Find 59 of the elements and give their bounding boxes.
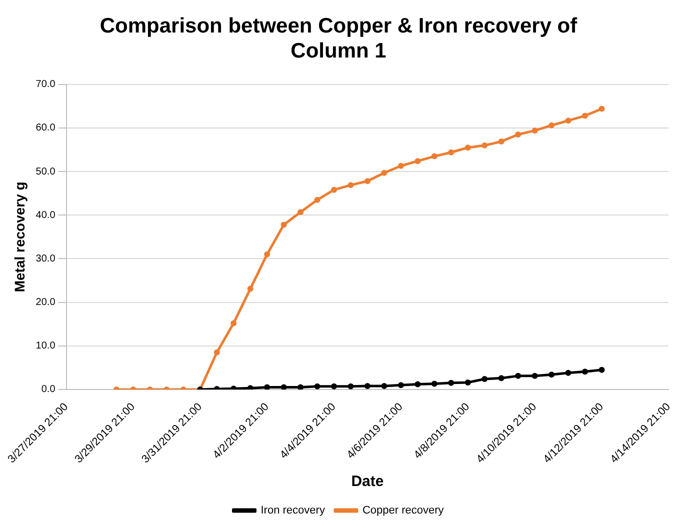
point [482, 142, 488, 148]
point [331, 186, 337, 193]
point [348, 182, 354, 188]
point [264, 251, 270, 258]
point [314, 196, 320, 203]
point [448, 149, 454, 156]
point [364, 382, 370, 389]
point [298, 384, 304, 390]
point [448, 380, 454, 386]
point [414, 158, 421, 164]
point [280, 384, 287, 390]
point [431, 153, 438, 160]
y-tick-label: 60.0 [36, 122, 56, 134]
y-tick-label: 50.0 [36, 166, 56, 178]
point [431, 380, 438, 387]
point [515, 132, 522, 138]
point [565, 118, 572, 124]
point [398, 382, 404, 388]
point [364, 178, 370, 184]
y-tick-label: 0.0 [41, 384, 56, 396]
point [532, 372, 538, 379]
point [482, 376, 488, 382]
y-tick-label: 70.0 [36, 79, 56, 90]
point [298, 209, 304, 216]
point [247, 286, 254, 292]
point [414, 381, 421, 388]
point [582, 368, 588, 375]
point [464, 144, 471, 151]
point [214, 349, 220, 356]
point [548, 122, 555, 128]
point [280, 222, 287, 228]
point [464, 379, 471, 386]
point [582, 112, 588, 119]
y-tick-label: 10.0 [36, 340, 56, 352]
point [548, 372, 555, 378]
point [498, 138, 504, 144]
point [498, 375, 504, 382]
point [532, 128, 538, 134]
point [348, 383, 354, 390]
point [381, 170, 388, 176]
point [598, 366, 605, 373]
y-tick-label: 30.0 [36, 253, 56, 264]
y-tick-label: 40.0 [36, 210, 56, 221]
text: Comparison between Copper & Iron recovery of [100, 14, 578, 38]
point [398, 162, 404, 169]
y-axis-title: Metal recovery g [11, 182, 28, 292]
legend-label: Iron recovery [260, 504, 326, 517]
point [381, 382, 388, 389]
y-tick-label: 20.0 [36, 297, 56, 308]
point [331, 383, 337, 390]
legend-label: Copper recovery [362, 504, 444, 517]
point [598, 106, 605, 112]
point [314, 383, 320, 390]
point [264, 384, 270, 390]
point [515, 372, 522, 379]
text: Column 1 [290, 40, 386, 63]
point [230, 320, 237, 326]
point [565, 370, 572, 376]
x-axis-title: Date [351, 473, 384, 490]
